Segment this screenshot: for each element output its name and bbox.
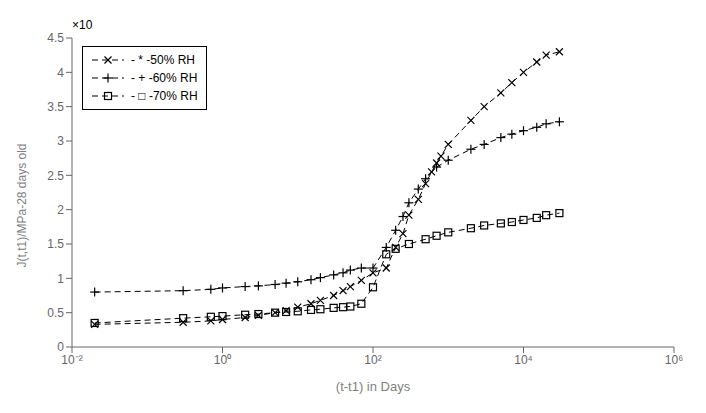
- svg-text:10⁰: 10⁰: [214, 353, 231, 367]
- svg-text:J(t,t1)/MPa-28 days old: J(t,t1)/MPa-28 days old: [15, 143, 29, 267]
- svg-text:(t-t1) in Days: (t-t1) in Days: [336, 379, 411, 394]
- svg-text:2.5: 2.5: [47, 169, 64, 183]
- svg-text:3: 3: [57, 134, 64, 148]
- svg-text:1: 1: [57, 272, 64, 286]
- html-text:×10: ×10: [72, 18, 93, 32]
- svg-text:4: 4: [57, 66, 64, 80]
- svg-text:4.5: 4.5: [47, 31, 64, 45]
- svg-text:0: 0: [57, 340, 64, 354]
- svg-text:0.5: 0.5: [47, 306, 64, 320]
- html-text:- * -50% RH: - * -50% RH: [131, 53, 195, 67]
- html-text:- + -60% RH: - + -60% RH: [131, 71, 198, 85]
- html-text:- □ -70% RH: - □ -70% RH: [131, 89, 198, 103]
- svg-text:1.5: 1.5: [47, 237, 64, 251]
- svg-text:2: 2: [57, 203, 64, 217]
- svg-text:3.5: 3.5: [47, 100, 64, 114]
- svg-text:10⁻²: 10⁻²: [61, 353, 82, 367]
- svg-text:10⁶: 10⁶: [665, 353, 683, 367]
- svg-text:10²: 10²: [364, 353, 381, 367]
- svg-text:10⁴: 10⁴: [514, 353, 533, 367]
